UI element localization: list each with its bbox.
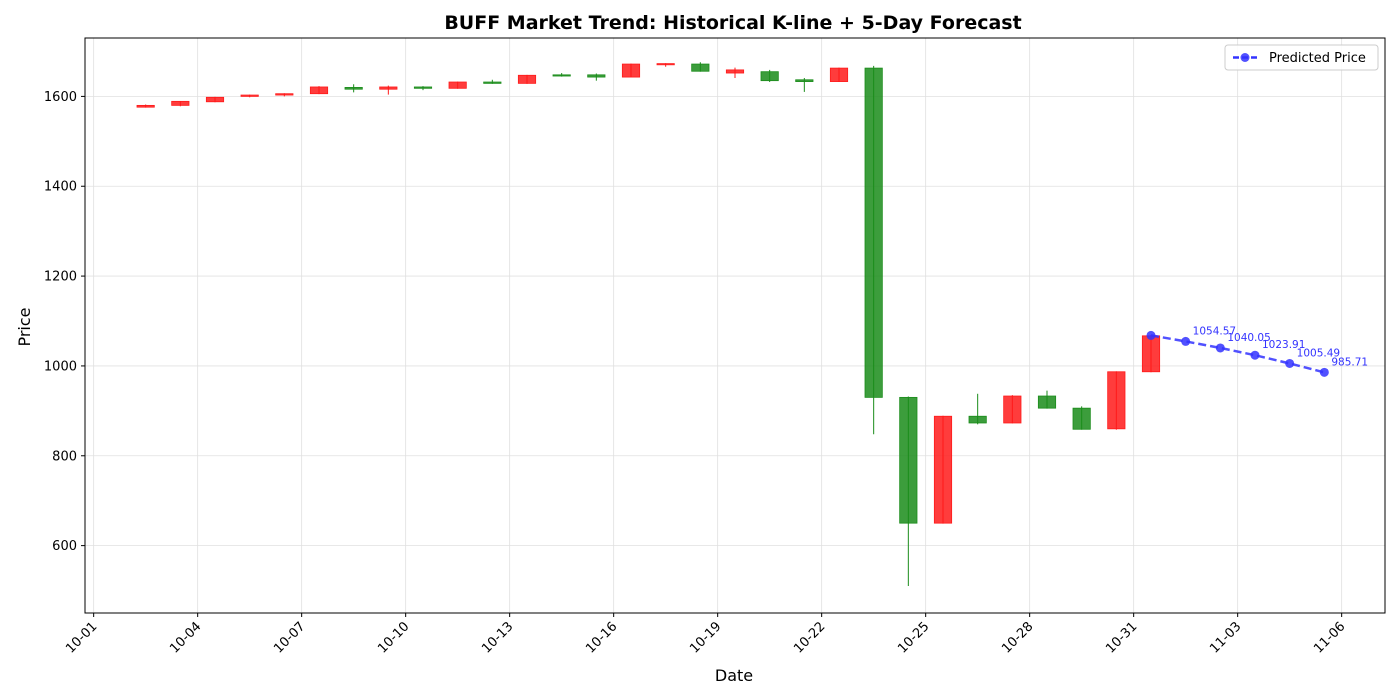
forecast-data-label: 1023.91 [1262, 339, 1305, 351]
forecast-point [1215, 343, 1225, 353]
forecast-point [1181, 336, 1191, 346]
candle-body [1072, 407, 1091, 430]
candle-body [933, 415, 953, 524]
candle-body [1141, 335, 1161, 373]
grid [85, 38, 1385, 613]
forecast-data-label: 1054.57 [1193, 325, 1236, 337]
candle-body [795, 79, 814, 82]
legend-dot-marker [1240, 53, 1250, 62]
y-tick-label: 1400 [44, 180, 77, 195]
candle-body [379, 86, 398, 90]
candle-body [899, 396, 918, 524]
forecast-data-label: 1005.49 [1297, 347, 1340, 359]
candle-body [864, 67, 883, 398]
forecast-data-label: 985.71 [1331, 356, 1368, 368]
forecast-line [1150, 334, 1325, 374]
candle-body [309, 86, 329, 95]
x-tick-label: 10-07 [271, 619, 308, 656]
candle-body [344, 87, 363, 90]
y-tick-label: 1600 [44, 90, 77, 105]
y-tick-label: 800 [52, 449, 77, 464]
x-tick-label: 11-06 [1311, 619, 1348, 656]
candle-body [448, 81, 467, 89]
candle-body [968, 415, 987, 424]
legend-entry-predicted-price: Predicted Price [1269, 51, 1366, 66]
forecast-data-label: 1040.05 [1227, 332, 1270, 344]
forecast-point [1250, 350, 1260, 360]
y-axis-label: Price [15, 307, 34, 346]
x-tick-label: 10-01 [63, 619, 100, 656]
candle-body [413, 86, 433, 89]
forecast-point [1285, 358, 1295, 368]
candle-body [656, 63, 675, 66]
candle-body [136, 104, 155, 108]
candle-body [275, 93, 294, 96]
x-tick-label: 10-25 [895, 619, 932, 656]
candle-body [621, 63, 641, 78]
candle-body [829, 67, 849, 82]
y-tick-label: 1000 [44, 359, 77, 374]
legend-box [1224, 44, 1379, 71]
x-tick-label: 10-16 [583, 619, 620, 656]
x-tick-label: 11-03 [1207, 619, 1244, 656]
candle-body [691, 63, 710, 72]
candle-body [240, 94, 259, 97]
x-axis-label: Date [715, 666, 753, 685]
candle-body [552, 74, 571, 77]
plot-frame [84, 37, 1386, 614]
candles [136, 62, 1161, 587]
axes: 600 800 1000 1200 1400 1600 10-01 10-04 10-07 10-… [44, 37, 1386, 657]
candle-body [171, 100, 190, 106]
x-tick-label: 10-04 [167, 619, 204, 656]
candle-body [483, 81, 502, 84]
x-tick-label: 10-10 [375, 619, 412, 656]
x-tick-label: 10-13 [479, 619, 516, 656]
y-tick-label: 600 [52, 539, 77, 554]
candle-body [517, 74, 537, 84]
legend: Predicted Price [1224, 44, 1379, 71]
candle-body [1107, 371, 1126, 430]
candle-body [1003, 395, 1022, 424]
x-tick-label: 10-22 [791, 619, 828, 656]
x-tick-label: 10-31 [1103, 619, 1140, 656]
forecast-point [1319, 367, 1329, 377]
x-tick-label: 10-28 [999, 619, 1036, 656]
candle-body [760, 71, 779, 82]
forecast-point [1146, 330, 1156, 340]
candle-body [725, 69, 745, 74]
candle-body [587, 74, 606, 78]
chart-title: BUFF Market Trend: Historical K-line + 5… [444, 12, 1021, 34]
x-tick-label: 10-19 [687, 619, 724, 656]
candle-body [205, 96, 225, 103]
y-tick-label: 1200 [44, 270, 77, 285]
candle-body [1037, 395, 1057, 409]
